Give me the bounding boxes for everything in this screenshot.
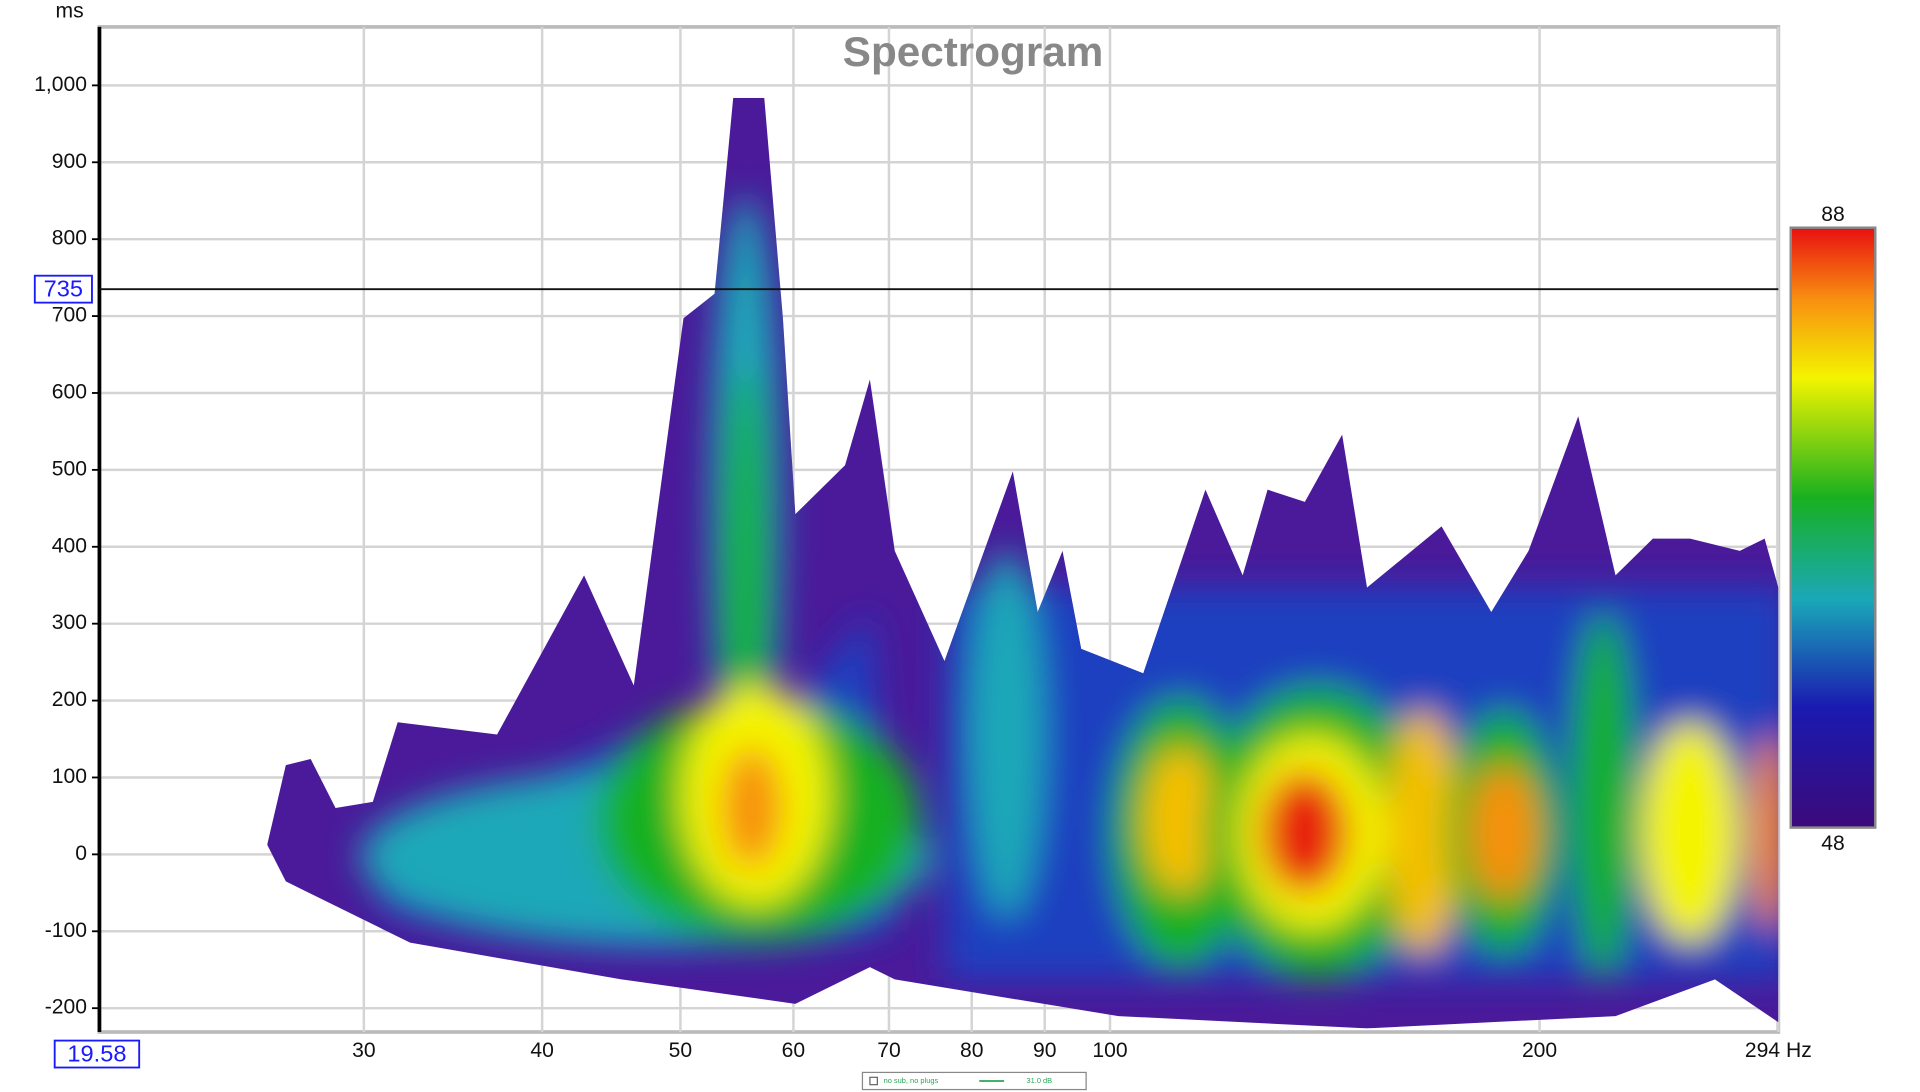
- y-tick-label: 800: [52, 227, 87, 250]
- y-tick-label: 0: [75, 842, 87, 865]
- legend: no sub, no plugs 31.0 dB: [861, 1071, 1087, 1091]
- y-tick-label: 700: [52, 304, 87, 327]
- y-tick-label: 400: [52, 534, 87, 557]
- colorbar: [1789, 226, 1877, 829]
- y-axis-label: ms: [56, 0, 84, 23]
- x-tick-label: 60: [782, 1039, 805, 1062]
- y-tick-label: -100: [45, 919, 87, 942]
- x-tick-label: 294 Hz: [1745, 1039, 1812, 1062]
- x-tick-label: 50: [669, 1039, 692, 1062]
- cursor-x-box: [53, 1039, 141, 1069]
- x-tick-label: 80: [960, 1039, 983, 1062]
- legend-box: [861, 1071, 1087, 1091]
- x-tick-label: 200: [1522, 1039, 1557, 1062]
- y-tick-label: 300: [52, 611, 87, 634]
- cursor-x-readout: 19.58: [67, 1041, 126, 1067]
- chart-title: Spectrogram: [843, 28, 1104, 75]
- x-tick-label: 40: [530, 1039, 553, 1062]
- y-tick-label: 1,000: [34, 73, 87, 96]
- y-tick-label: 200: [52, 688, 87, 711]
- colorbar-min: 48: [1821, 832, 1844, 855]
- y-tick-label: -200: [45, 996, 87, 1019]
- legend-name: no sub, no plugs: [884, 1076, 939, 1085]
- cursor-y-readout: 735: [44, 276, 83, 302]
- x-tick-label: 100: [1092, 1039, 1127, 1062]
- colorbar-max: 88: [1821, 203, 1844, 226]
- y-tick-label: 600: [52, 381, 87, 404]
- y-tick-label: 900: [52, 150, 87, 173]
- x-tick-label: 30: [352, 1039, 375, 1062]
- cursor-y-box: [33, 274, 93, 304]
- y-tick-label: 100: [52, 765, 87, 788]
- legend-checkbox[interactable]: [869, 1076, 878, 1086]
- x-tick-label: 90: [1033, 1039, 1056, 1062]
- x-tick-label: 70: [877, 1039, 900, 1062]
- y-tick-label: 500: [52, 458, 87, 481]
- legend-value: 31.0 dB: [1026, 1076, 1052, 1085]
